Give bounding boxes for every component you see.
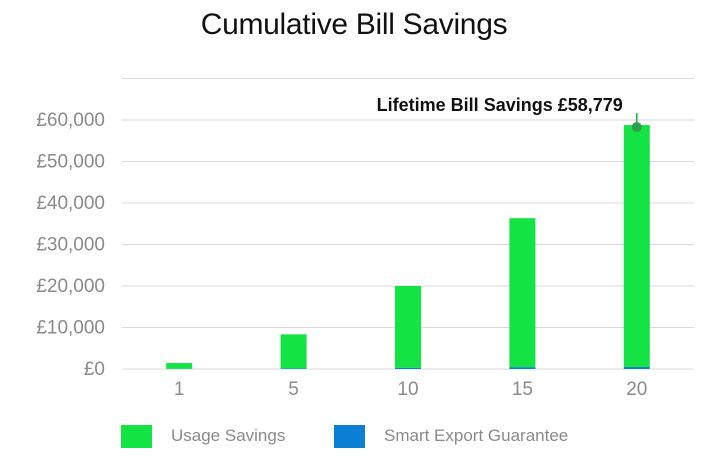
chart-title: Cumulative Bill Savings bbox=[200, 8, 508, 41]
y-tick-label: £20,000 bbox=[36, 276, 105, 297]
y-tick-label: £10,000 bbox=[36, 318, 105, 339]
bar-usage-savings bbox=[509, 218, 536, 368]
annotation-marker bbox=[631, 122, 642, 133]
legend-label-smart-export-guarantee: Smart Export Guarantee bbox=[384, 426, 569, 445]
bar-smart-export-guarantee bbox=[280, 368, 307, 369]
annotation-label: Lifetime Bill Savings £58,779 bbox=[377, 95, 623, 115]
legend-label-usage-savings: Usage Savings bbox=[171, 426, 286, 445]
x-tick-label: 1 bbox=[174, 379, 185, 400]
x-tick-label: 15 bbox=[512, 379, 533, 400]
legend-swatch-smart-export-guarantee bbox=[334, 424, 365, 448]
legend-item-usage-savings: Usage Savings bbox=[121, 422, 285, 450]
legend-swatch-usage-savings bbox=[121, 424, 152, 448]
bar-smart-export-guarantee bbox=[509, 367, 536, 369]
x-tick-label: 20 bbox=[626, 379, 647, 400]
bar-usage-savings bbox=[395, 286, 421, 368]
x-tick-label: 5 bbox=[288, 379, 299, 400]
x-tick-label: 10 bbox=[397, 379, 418, 400]
bar-smart-export-guarantee bbox=[623, 367, 650, 369]
bar-usage-savings bbox=[623, 125, 650, 368]
y-tick-label: £40,000 bbox=[36, 193, 105, 214]
bar-usage-savings bbox=[280, 334, 307, 369]
legend-item-smart-export-guarantee: Smart Export Guarantee bbox=[334, 422, 568, 450]
bar-smart-export-guarantee bbox=[395, 367, 421, 369]
y-tick-label: £60,000 bbox=[36, 110, 105, 131]
chart-plot: £0 £10,000 £20,000 £30,000 £40,000 £50,000 £60… bbox=[36, 78, 694, 400]
y-tick-label: £30,000 bbox=[36, 235, 105, 256]
y-tick-label: £50,000 bbox=[36, 152, 105, 173]
bar-usage-savings bbox=[166, 363, 193, 369]
y-tick-label: £0 bbox=[84, 359, 105, 380]
